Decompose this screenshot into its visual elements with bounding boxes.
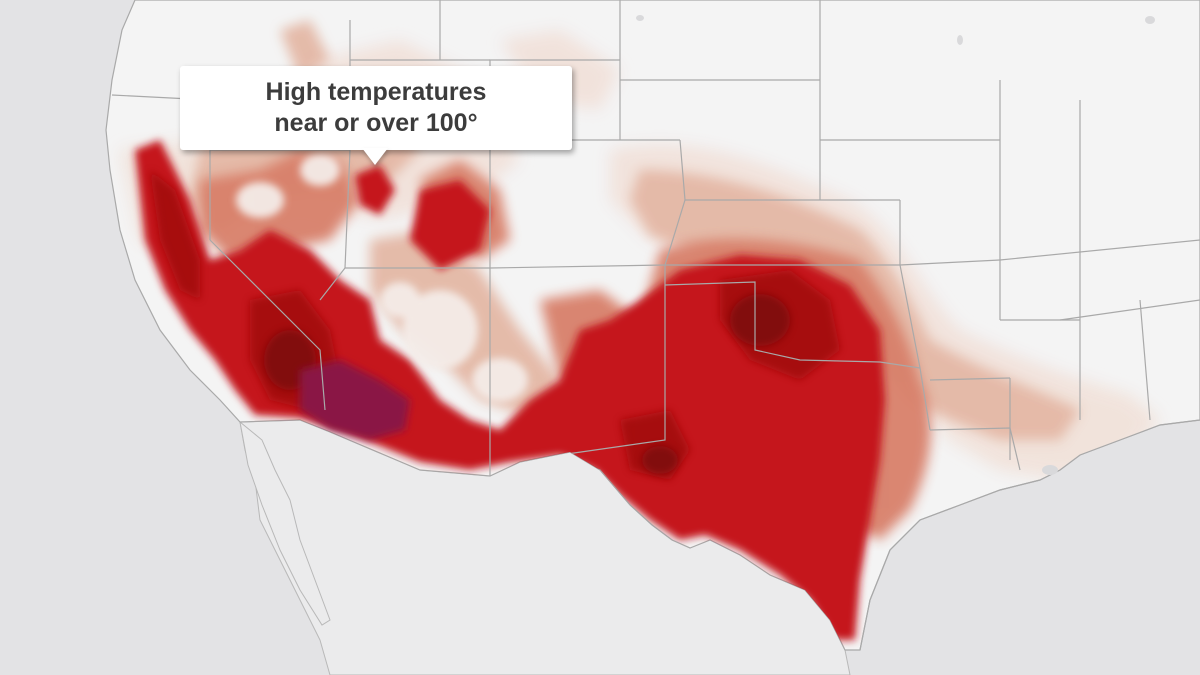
callout-line-1: High temperatures [265,78,487,106]
baja-california [239,420,331,626]
state-borders [111,0,1200,549]
callout-line-2: near or over 100° [274,109,478,137]
lakes [636,15,1155,475]
callout-pointer [362,148,388,165]
temperature-callout: High temperatures near or over 100° [180,66,572,165]
gulf-coast [859,419,1200,651]
